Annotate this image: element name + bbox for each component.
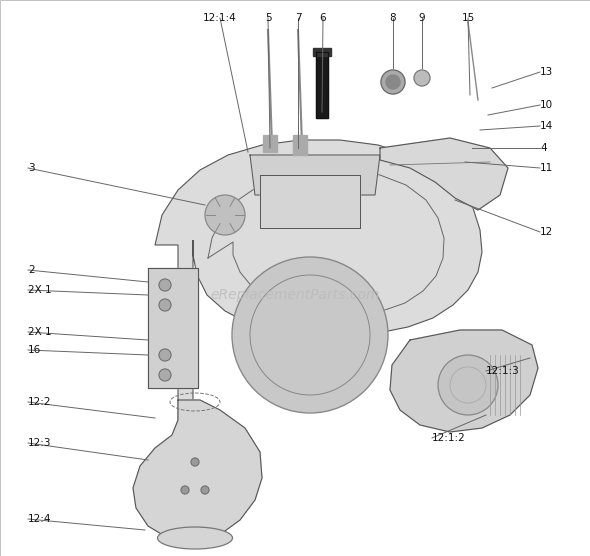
Text: 10: 10 [540,100,553,110]
Circle shape [159,369,171,381]
Polygon shape [148,268,198,388]
Circle shape [159,279,171,291]
Circle shape [181,486,189,494]
Text: 12:3: 12:3 [28,438,51,448]
Text: 2: 2 [28,265,35,275]
Text: 12:2: 12:2 [28,397,51,407]
Text: 12:1:3: 12:1:3 [486,366,520,376]
Polygon shape [263,135,277,152]
Text: 9: 9 [419,13,425,23]
Polygon shape [313,48,331,56]
Circle shape [159,299,171,311]
Polygon shape [155,140,482,470]
Text: 5: 5 [265,13,271,23]
Text: 6: 6 [320,13,326,23]
Text: 8: 8 [389,13,396,23]
Text: 13: 13 [540,67,553,77]
Text: 3: 3 [28,163,35,173]
Text: 2X 1: 2X 1 [28,285,52,295]
Text: eReplacementParts.com: eReplacementParts.com [210,288,380,302]
Polygon shape [260,175,360,228]
Text: 12:4: 12:4 [28,514,51,524]
Text: 12: 12 [540,227,553,237]
Polygon shape [133,400,262,542]
Circle shape [191,458,199,466]
Text: 14: 14 [540,121,553,131]
Circle shape [206,196,244,234]
Polygon shape [380,138,508,210]
Polygon shape [390,330,538,432]
Circle shape [414,70,430,86]
Circle shape [439,356,497,414]
Text: 2X 1: 2X 1 [28,327,52,337]
Polygon shape [250,155,380,195]
Ellipse shape [159,528,231,548]
Circle shape [386,75,400,89]
Text: 11: 11 [540,163,553,173]
Circle shape [381,70,405,94]
Text: 12:1:2: 12:1:2 [432,433,466,443]
Circle shape [159,349,171,361]
Polygon shape [316,52,328,118]
Circle shape [233,258,387,412]
Text: 15: 15 [461,13,474,23]
Polygon shape [293,135,307,155]
Text: 16: 16 [28,345,41,355]
Text: 7: 7 [294,13,301,23]
Text: 12:1:4: 12:1:4 [203,13,237,23]
Text: 4: 4 [540,143,546,153]
Circle shape [201,486,209,494]
